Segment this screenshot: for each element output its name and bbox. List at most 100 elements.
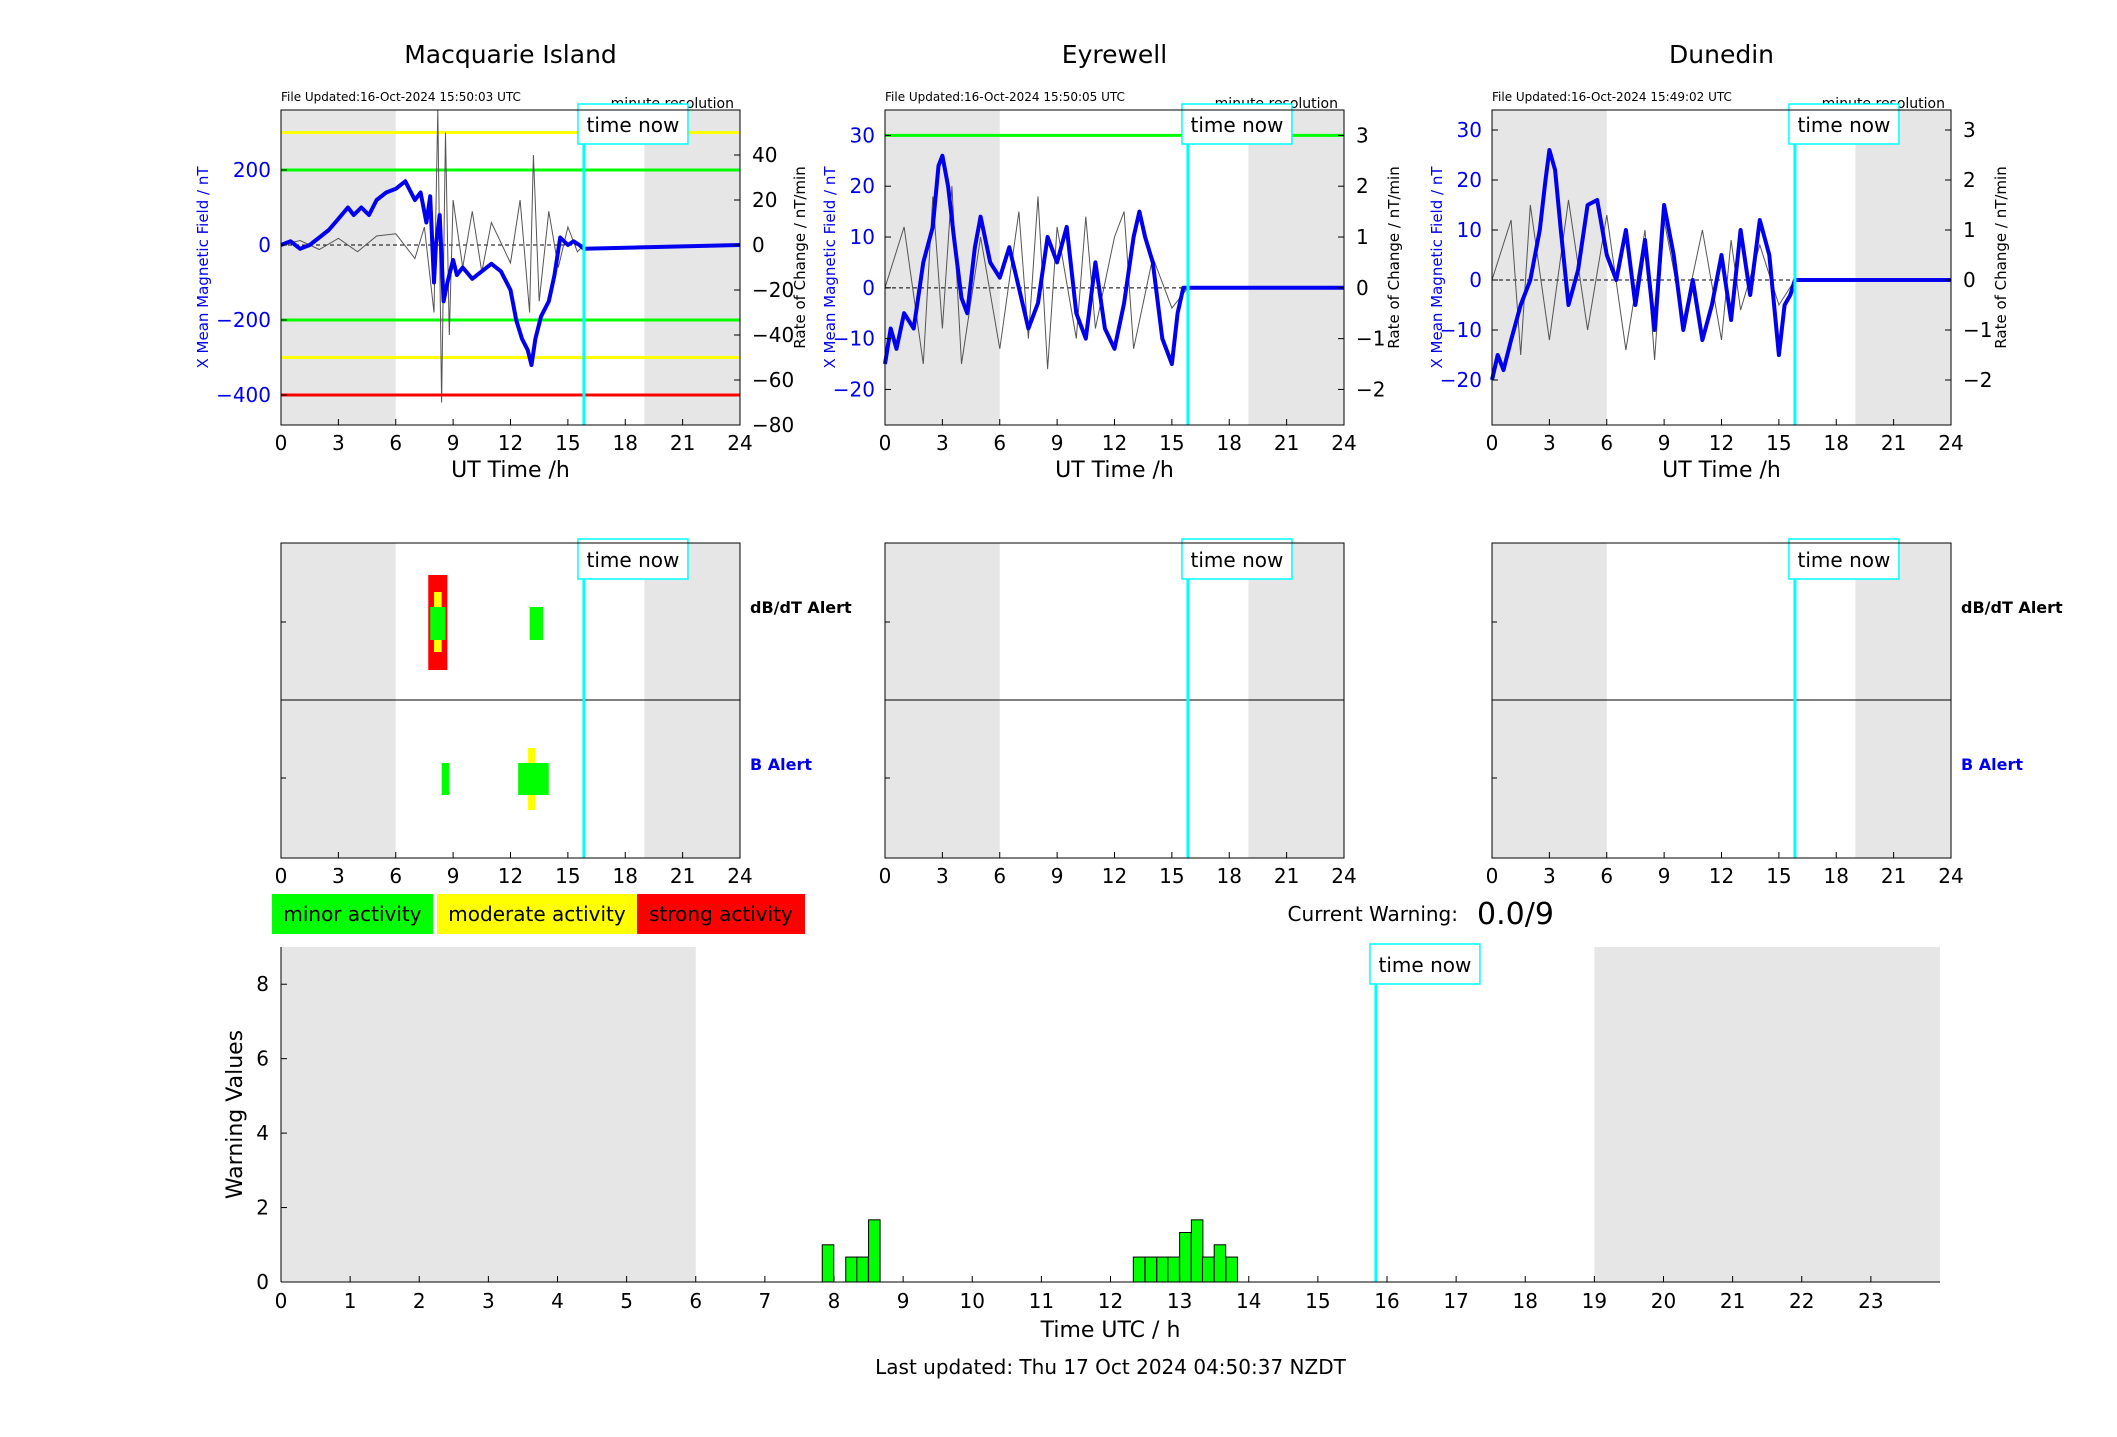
warning-bar <box>1179 1231 1192 1283</box>
x-tick-label: 8 <box>828 1289 841 1313</box>
x-tick-label: 6 <box>389 431 402 455</box>
b-alert-block <box>441 763 450 795</box>
x-tick-label: 12 <box>498 431 523 455</box>
warning-bar <box>1213 1244 1227 1283</box>
y-tick-label-right: 20 <box>752 188 777 212</box>
x-tick-label: 17 <box>1443 1289 1468 1313</box>
night-shade <box>1855 110 1951 425</box>
y-axis-label-right: Rate of Change / nT/min <box>1992 166 2010 348</box>
warning-bar <box>845 1256 858 1283</box>
y-tick-label-right: 0 <box>1356 276 1369 300</box>
y-axis-label-left: X Mean Magnetic Field / nT <box>1428 166 1446 369</box>
x-axis-label: UT Time /h <box>1662 458 1781 483</box>
x-tick-label: 9 <box>1051 864 1064 888</box>
x-tick-label: 15 <box>555 864 580 888</box>
x-tick-label: 21 <box>670 431 695 455</box>
y-tick-label-left: −20 <box>1440 368 1482 392</box>
x-tick-label: 18 <box>1217 864 1242 888</box>
current-warning-value: 0.0/9 <box>1477 897 1554 932</box>
x-tick-label: 21 <box>1274 864 1299 888</box>
legend-swatch-moderate <box>437 894 637 934</box>
y-tick-label-right: 3 <box>1963 118 1976 142</box>
x-tick-label: 3 <box>936 864 949 888</box>
b-alert-label: B Alert <box>1961 755 2023 774</box>
y-tick-label-right: −2 <box>1356 377 1385 401</box>
x-tick-label: 24 <box>727 431 752 455</box>
y-tick-label-left: −200 <box>216 308 271 332</box>
x-tick-label: 15 <box>1305 1289 1330 1313</box>
x-tick-label: 3 <box>332 431 345 455</box>
y-tick-label-right: −80 <box>752 413 794 437</box>
legend-label-minor: minor activity <box>283 902 421 926</box>
x-tick-label: 3 <box>1543 864 1556 888</box>
x-tick-label: 9 <box>897 1289 910 1313</box>
warning-bar <box>1132 1256 1146 1283</box>
y-tick-label-right: 2 <box>1356 174 1369 198</box>
file-updated: File Updated:16-Oct-2024 15:50:05 UTC <box>885 90 1125 104</box>
time-now-label: time now <box>1379 953 1472 977</box>
time-now-box <box>577 103 689 145</box>
y-tick-label: 2 <box>256 1196 269 1220</box>
x-tick-label: 12 <box>1709 431 1734 455</box>
y-tick-label-right: −20 <box>752 278 794 302</box>
x-tick-label: 21 <box>1274 431 1299 455</box>
file-updated: File Updated:16-Oct-2024 15:50:03 UTC <box>281 90 521 104</box>
y-axis-label-right: Rate of Change / nT/min <box>791 166 809 348</box>
current-warning-label: Current Warning: <box>1288 902 1458 926</box>
x-tick-label: 15 <box>1159 864 1184 888</box>
warning-bar <box>1156 1256 1169 1283</box>
y-tick-label-right: 0 <box>1963 268 1976 292</box>
y-tick-label-left: −400 <box>216 383 271 407</box>
x-tick-label: 12 <box>1102 431 1127 455</box>
field-line <box>280 179 741 367</box>
x-tick-label: 3 <box>1543 431 1556 455</box>
night-shade <box>1594 947 1940 1282</box>
station-title: Dunedin <box>1669 40 1774 69</box>
station-title: Macquarie Island <box>404 40 617 69</box>
time-now-box <box>1181 103 1293 145</box>
x-tick-label: 6 <box>389 864 402 888</box>
time-now-label: time now <box>1191 548 1284 572</box>
x-tick-label: 20 <box>1651 1289 1676 1313</box>
night-shade <box>281 110 396 425</box>
x-tick-label: 6 <box>993 431 1006 455</box>
last-updated: Last updated: Thu 17 Oct 2024 04:50:37 N… <box>875 1355 1346 1379</box>
y-tick-label-right: 0 <box>752 233 765 257</box>
x-tick-label: 9 <box>1051 431 1064 455</box>
y-tick-label: 8 <box>256 972 269 996</box>
station-plot-0: Macquarie Island File Updated:16-Oct-2024… <box>194 40 809 483</box>
x-tick-label: 15 <box>1766 864 1791 888</box>
y-axis-label-left: X Mean Magnetic Field / nT <box>194 166 212 369</box>
x-tick-label: 18 <box>1824 431 1849 455</box>
warning-bar <box>1144 1256 1158 1283</box>
alert-panel-2: time now 0 3 6 9 12 15 18 21 24 dB/dT Alert B Alert <box>1486 538 2063 888</box>
x-tick-label: 21 <box>1881 864 1906 888</box>
x-tick-label: 12 <box>498 864 523 888</box>
alert-panel-0: time now 0 3 6 9 12 15 18 21 24 dB/dT Alert B Alert <box>275 538 852 888</box>
time-now-box <box>1181 538 1293 580</box>
y-tick-label-right: −60 <box>752 368 794 392</box>
field-line <box>1490 148 1951 381</box>
night-shade <box>281 947 696 1282</box>
warning-bar <box>868 1219 881 1283</box>
y-tick-label-right: −40 <box>752 323 794 347</box>
x-tick-label: 21 <box>1881 431 1906 455</box>
x-tick-label: 24 <box>1331 864 1356 888</box>
y-tick-label-left: 30 <box>850 123 875 147</box>
x-tick-label: 21 <box>670 864 695 888</box>
x-tick-label: 6 <box>689 1289 702 1313</box>
x-axis-label: UT Time /h <box>451 458 570 483</box>
x-tick-label: 16 <box>1374 1289 1399 1313</box>
y-axis-label-right: Rate of Change / nT/min <box>1385 166 1403 348</box>
y-tick-label-right: 2 <box>1963 168 1976 192</box>
dbdt-alert-label: dB/dT Alert <box>1961 598 2063 617</box>
activity-legend: minor activity moderate activity strong ac… <box>272 894 805 934</box>
station-title: Eyrewell <box>1062 40 1167 69</box>
y-tick-label-left: 0 <box>1469 268 1482 292</box>
x-tick-label: 5 <box>620 1289 633 1313</box>
x-tick-label: 0 <box>275 1289 288 1313</box>
x-tick-label: 21 <box>1720 1289 1745 1313</box>
x-tick-label: 9 <box>447 431 460 455</box>
y-tick-label-left: −20 <box>833 377 875 401</box>
x-tick-label: 6 <box>1600 431 1613 455</box>
